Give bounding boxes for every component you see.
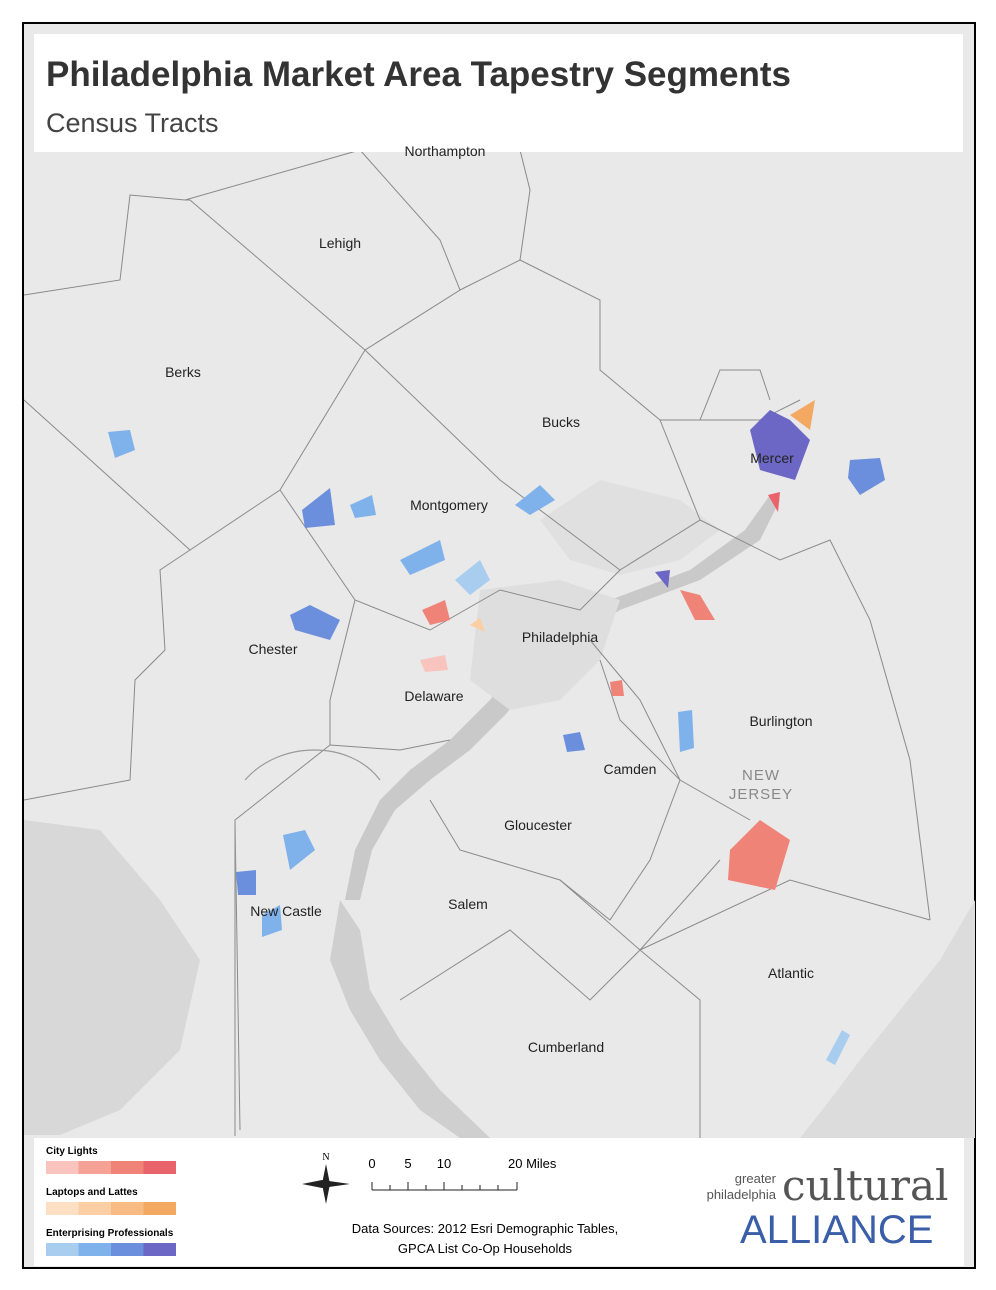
county-label: Gloucester <box>504 817 572 833</box>
state-label: JERSEY <box>729 786 793 803</box>
scale-label: 5 <box>404 1156 411 1171</box>
county-label: Burlington <box>749 713 812 729</box>
county-label: Camden <box>604 761 657 777</box>
logo-text: philadelphia <box>707 1187 777 1202</box>
county-boundaries <box>23 149 931 1138</box>
legend-swatch <box>78 1161 111 1174</box>
county-labels: Northampton Lehigh Berks Bucks Montgomer… <box>165 143 814 1055</box>
county-label: Salem <box>448 896 488 912</box>
title-box <box>34 34 963 152</box>
legend-label: Enterprising Professionals <box>46 1228 174 1239</box>
legend-label: City Lights <box>46 1146 98 1157</box>
north-arrow: N <box>302 1152 350 1204</box>
legend-swatch <box>111 1161 144 1174</box>
logo-text: cultural <box>782 1161 948 1210</box>
logo-text: greater <box>735 1171 777 1186</box>
county-label: Delaware <box>404 688 463 704</box>
county-label: Philadelphia <box>522 629 598 645</box>
legend-label: Laptops and Lattes <box>46 1187 138 1198</box>
legend-swatch <box>111 1243 144 1256</box>
county-label: Berks <box>165 364 201 380</box>
map-subtitle: Census Tracts <box>46 108 219 138</box>
scale-label: 0 <box>368 1156 375 1171</box>
legend: City Lights Laptops and Lattes Enterprisin… <box>46 1146 176 1256</box>
county-label: Chester <box>248 641 297 657</box>
county-label: New Castle <box>250 903 322 919</box>
county-label: Mercer <box>750 450 794 466</box>
county-label: Cumberland <box>528 1039 604 1055</box>
legend-swatch <box>46 1243 79 1256</box>
logo: greater philadelphia cultural ALLIANCE <box>707 1161 949 1252</box>
base-map <box>24 480 975 1138</box>
county-label: Northampton <box>405 143 486 159</box>
scale-bar: 0 5 10 20 Miles <box>368 1156 557 1191</box>
tract-polygons <box>108 400 885 1065</box>
county-label: Montgomery <box>410 497 488 513</box>
legend-swatch <box>143 1202 176 1215</box>
county-label: Lehigh <box>319 235 361 251</box>
legend-swatch <box>78 1202 111 1215</box>
legend-swatch <box>111 1202 144 1215</box>
north-label: N <box>322 1152 329 1163</box>
county-label: Atlantic <box>768 965 814 981</box>
logo-text: ALLIANCE <box>740 1208 933 1252</box>
county-label: Bucks <box>542 414 580 430</box>
legend-swatch <box>78 1243 111 1256</box>
legend-panel <box>34 1138 964 1266</box>
map-title: Philadelphia Market Area Tapestry Segmen… <box>46 55 791 94</box>
legend-swatch <box>143 1243 176 1256</box>
legend-swatch <box>46 1202 79 1215</box>
legend-swatch <box>46 1161 79 1174</box>
data-sources: Data Sources: 2012 Esri Demographic Tabl… <box>352 1221 618 1236</box>
legend-swatch <box>143 1161 176 1174</box>
scale-label: 20 Miles <box>508 1156 557 1171</box>
scale-label: 10 <box>437 1156 451 1171</box>
state-label: NEW <box>742 767 780 784</box>
data-sources: GPCA List Co-Op Households <box>398 1241 573 1256</box>
